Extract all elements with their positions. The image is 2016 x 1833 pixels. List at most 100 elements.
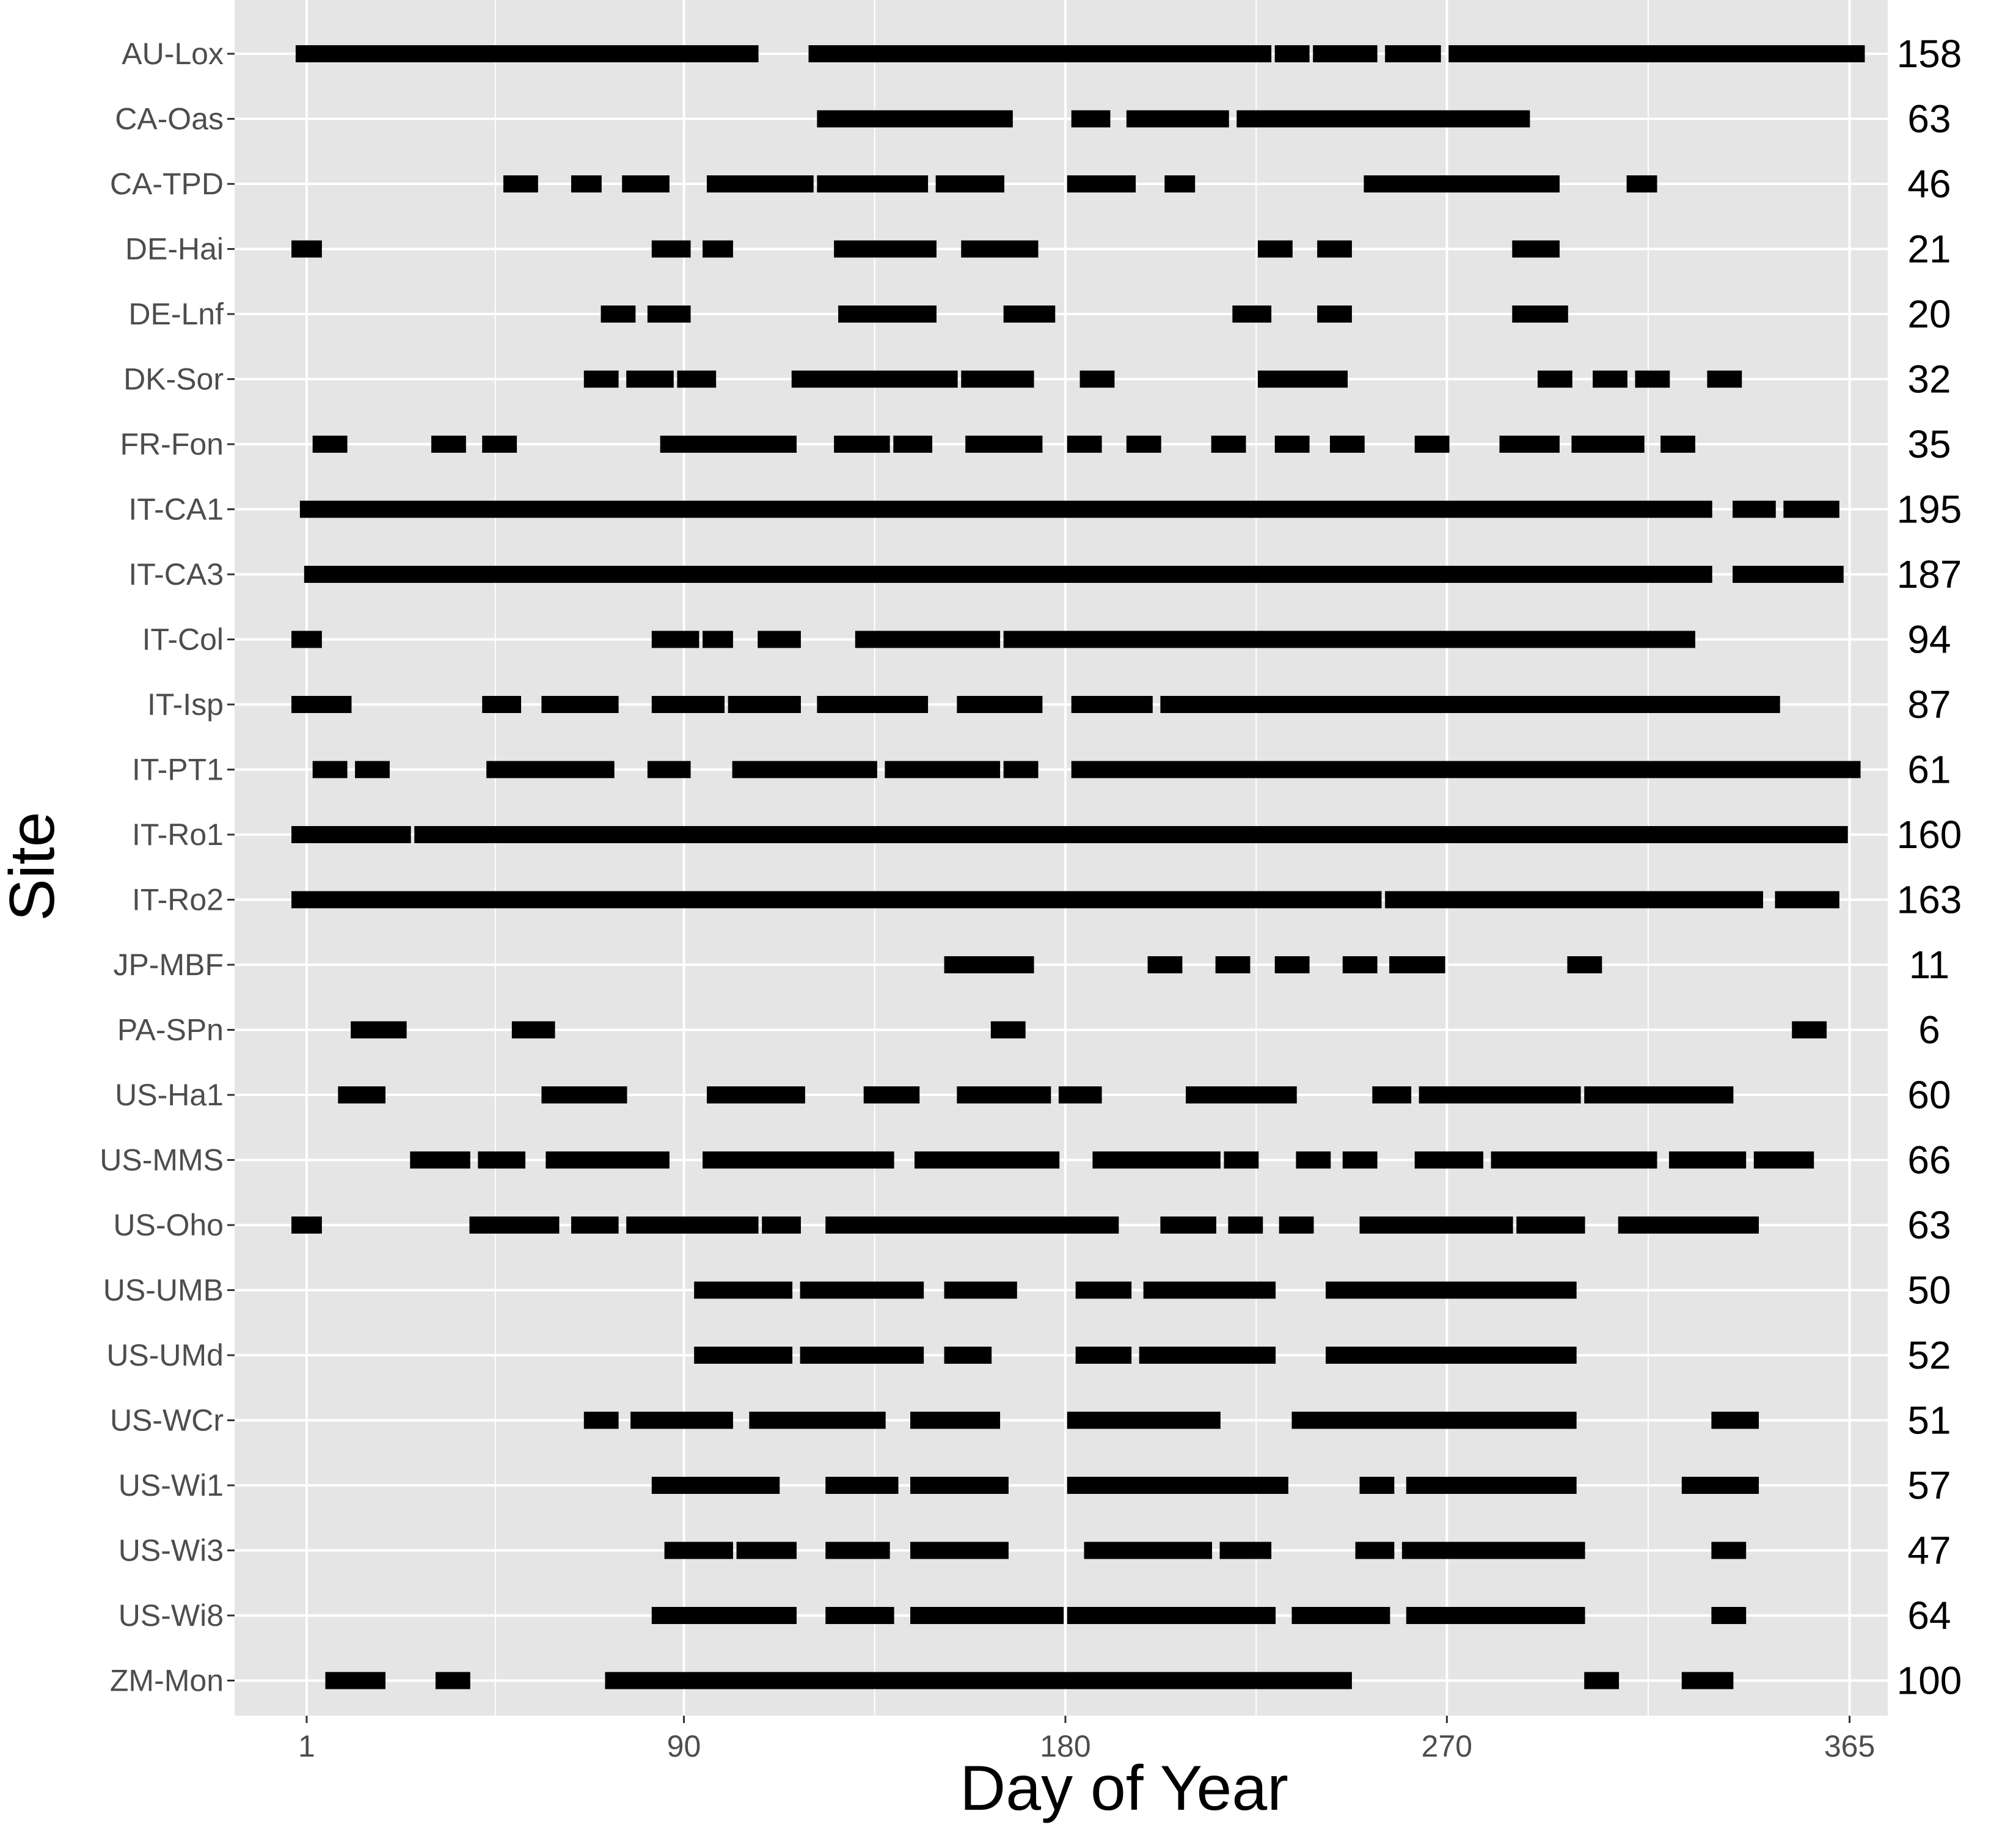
observation-marker	[1537, 175, 1560, 192]
observation-marker	[1291, 1217, 1314, 1234]
observation-marker	[1461, 1151, 1484, 1169]
observation-marker	[1355, 1151, 1378, 1169]
site-count: 50	[1907, 1268, 1951, 1312]
observation-marker	[838, 1217, 861, 1234]
observation-marker	[499, 696, 521, 713]
observation-marker	[668, 306, 691, 323]
observation-marker	[495, 436, 517, 453]
observation-marker	[1287, 436, 1310, 453]
observation-marker	[1554, 1411, 1577, 1429]
site-label: US-Wi8	[119, 1598, 224, 1633]
observation-marker	[1003, 1021, 1026, 1039]
observation-marker	[1139, 761, 1161, 778]
observation-marker	[736, 1217, 759, 1234]
site-label: IT-CA1	[128, 492, 224, 527]
observation-marker	[995, 1281, 1017, 1299]
observation-marker	[1012, 956, 1034, 973]
site-count: 51	[1907, 1399, 1951, 1443]
observation-marker	[1029, 1086, 1051, 1103]
observation-marker	[1478, 175, 1500, 192]
observation-marker	[1012, 370, 1034, 388]
observation-marker	[1266, 1477, 1288, 1494]
site-count: 11	[1909, 943, 1949, 987]
site-label: US-MMS	[100, 1143, 224, 1177]
observation-marker	[1389, 1086, 1412, 1103]
observation-marker	[1805, 1021, 1827, 1039]
observation-marker	[1326, 370, 1348, 388]
observation-marker	[1329, 306, 1352, 323]
site-row-markers	[291, 1217, 1759, 1234]
observation-marker	[516, 175, 538, 192]
site-label: IT-Ro2	[132, 883, 224, 917]
observation-marker	[978, 631, 1001, 648]
observation-marker	[1198, 1411, 1221, 1429]
observation-marker	[876, 1477, 899, 1494]
observation-marker	[1249, 45, 1272, 62]
observation-marker	[1224, 436, 1246, 453]
observation-marker	[867, 436, 890, 453]
x-tick-label: 90	[667, 1729, 701, 1763]
site-row-markers	[295, 45, 1865, 62]
site-label: IT-Isp	[147, 687, 224, 722]
observation-marker	[1287, 45, 1310, 62]
observation-marker	[1173, 175, 1196, 192]
observation-marker	[1605, 370, 1627, 388]
observation-marker	[703, 696, 725, 713]
observation-marker	[1740, 891, 1763, 909]
observation-marker	[668, 240, 691, 258]
observation-marker	[978, 761, 1001, 778]
observation-marker	[791, 175, 814, 192]
observation-marker	[1843, 45, 1865, 62]
observation-marker	[668, 696, 691, 713]
site-label: US-Wi3	[119, 1534, 224, 1568]
observation-marker	[1537, 240, 1560, 258]
observation-marker	[736, 45, 759, 62]
site-row-markers	[291, 826, 1848, 843]
observation-marker	[1228, 956, 1251, 973]
observation-marker	[1597, 1672, 1620, 1689]
observation-marker	[681, 826, 704, 843]
observation-marker	[906, 175, 929, 192]
observation-marker	[1364, 826, 1386, 843]
observation-marker	[1825, 826, 1848, 843]
observation-marker	[1202, 696, 1225, 713]
observation-marker	[914, 240, 937, 258]
observation-marker	[770, 1347, 793, 1364]
observation-marker	[299, 631, 322, 648]
observation-marker	[935, 370, 958, 388]
observation-marker	[1711, 1672, 1734, 1689]
observation-marker	[1130, 696, 1153, 713]
observation-marker	[1648, 370, 1670, 388]
observation-marker	[363, 1086, 385, 1103]
observation-marker	[778, 631, 801, 648]
observation-marker	[1372, 1477, 1395, 1494]
observation-marker	[770, 1281, 793, 1299]
site-count: 163	[1897, 878, 1962, 922]
site-label: IT-Col	[142, 623, 224, 657]
site-label: US-Oho	[113, 1208, 224, 1242]
observation-marker	[1554, 1477, 1577, 1494]
observation-marker	[1329, 1672, 1352, 1689]
site-row-markers	[338, 1086, 1734, 1103]
observation-marker	[1491, 1217, 1513, 1234]
observation-marker	[1724, 1607, 1747, 1624]
observation-marker	[1427, 436, 1450, 453]
observation-marker	[1207, 110, 1229, 128]
site-count: 46	[1907, 162, 1951, 206]
observation-marker	[1563, 1217, 1585, 1234]
site-label: IT-CA3	[128, 557, 224, 591]
observation-marker	[325, 436, 348, 453]
site-row-markers	[304, 566, 1844, 583]
observation-marker	[550, 500, 572, 518]
observation-marker	[910, 436, 933, 453]
observation-marker	[719, 1151, 742, 1169]
site-row-markers	[503, 175, 1657, 192]
observation-marker	[982, 175, 1004, 192]
observation-marker	[444, 436, 466, 453]
observation-marker	[427, 826, 450, 843]
site-label: CA-Oas	[115, 102, 224, 136]
observation-marker	[1139, 436, 1161, 453]
observation-marker	[1724, 1151, 1747, 1169]
site-count: 60	[1907, 1073, 1951, 1117]
site-row-markers	[817, 110, 1530, 128]
